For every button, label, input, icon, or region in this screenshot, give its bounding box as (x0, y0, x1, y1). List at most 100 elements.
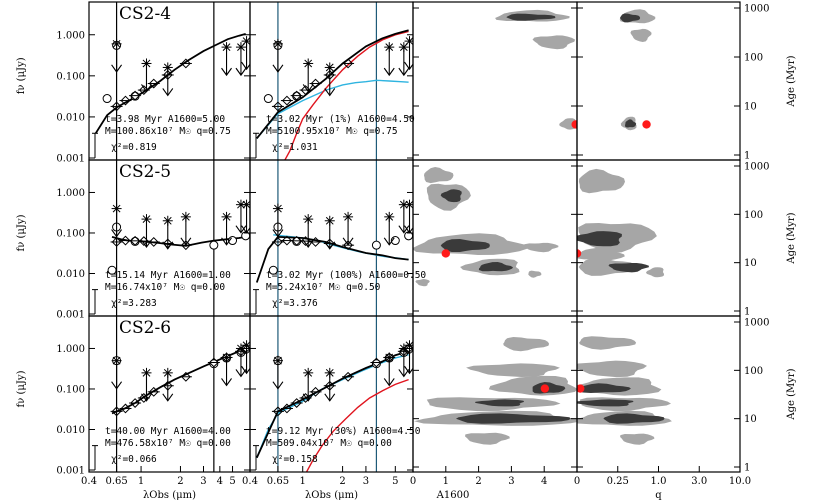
contour-inner-region (577, 231, 622, 247)
best-fit-point (642, 120, 651, 129)
wavelength-tick-label: 0.65 (267, 476, 289, 487)
flux-tick-label: 0.100 (56, 384, 85, 395)
fit-mass-text: M=16.74x10⁷ M☉ q=0.00 (105, 282, 225, 293)
q-tick-label: 0 (574, 476, 580, 487)
sed-panel-0-1 (253, 2, 413, 160)
upper-limit-arrow (324, 367, 336, 402)
detection-diamond (148, 386, 159, 397)
fit-mass-text: M=509.04x10⁷ M☉ q=0.00 (266, 438, 392, 449)
best-fit-point (577, 384, 585, 393)
detection-diamond (281, 235, 292, 246)
a1600-tick-label: 2 (475, 476, 481, 487)
age-tick-label: 100 (744, 366, 763, 377)
contour-inner-region (456, 413, 571, 424)
wavelength-tick-label: 0.4 (242, 476, 258, 487)
contour-outer-region (578, 168, 625, 194)
detection-diamond (111, 101, 122, 112)
flux-tick-label: 0.100 (56, 71, 85, 82)
flux-axis-label: fν (μJy) (16, 57, 27, 94)
detection-diamond (162, 380, 173, 391)
wavelength-tick-label: 2 (339, 476, 345, 487)
age-tick-label: 1000 (744, 162, 769, 173)
contour-outer-region (577, 247, 625, 261)
wavelength-axis-label: λObs (μm) (305, 490, 358, 501)
detection-diamond (130, 398, 141, 408)
detection-diamond (310, 237, 321, 247)
contour-outer-region (579, 336, 637, 350)
detection-diamond (130, 235, 141, 246)
age-tick-label: 10 (744, 414, 757, 425)
age-tick-label: 10 (744, 102, 757, 113)
contour-inner-region (577, 399, 634, 407)
upper-limit-arrow (398, 199, 410, 234)
upper-limit-arrow (111, 203, 123, 238)
detection-diamond (281, 403, 292, 414)
a1600-tick-label: 1 (443, 476, 449, 487)
detection-diamond (300, 85, 311, 96)
upper-limit-arrow (180, 211, 192, 246)
model-photometry-circle (102, 94, 112, 104)
upper-limit-arrow (141, 367, 152, 402)
upper-limit-arrow (324, 62, 336, 97)
detection-diamond (310, 78, 321, 89)
flux-tick-label: 0.010 (56, 425, 85, 436)
panel-frames (88, 1, 741, 473)
model-photometry-circle (371, 240, 381, 250)
detection-diamond (111, 406, 122, 417)
flux-axis-label: fν (μJy) (16, 370, 27, 407)
contour-inner-region (603, 413, 665, 424)
object-title: CS2-4 (119, 4, 171, 24)
best-fit-point (441, 249, 450, 258)
fit-chi-text: χ²=0.066 (111, 454, 157, 465)
contour-outer-region (465, 432, 510, 445)
sed-panel-2-1 (253, 316, 413, 472)
detection-diamond (120, 403, 131, 414)
tick-marks (88, 7, 741, 472)
upper-limit-arrow (383, 211, 395, 246)
fit-chi-text: χ²=3.283 (111, 298, 157, 309)
detection-diamond (148, 237, 159, 247)
contour-panel-1-3 (577, 168, 665, 278)
detection-diamond (343, 240, 354, 251)
upper-limit-arrow (324, 215, 336, 250)
detection-diamond (300, 236, 311, 247)
detection-diamond (148, 78, 159, 89)
contour-inner-region (608, 263, 649, 273)
flux-tick-label: 1.000 (56, 188, 85, 199)
object-title: CS2-5 (119, 162, 171, 182)
flux-tick-label: 0.001 (56, 466, 85, 477)
object-title: CS2-6 (119, 318, 171, 338)
contour-outer-region (578, 258, 636, 276)
wavelength-tick-label: 4 (217, 476, 223, 487)
contour-inner-region (475, 399, 525, 407)
upper-limit-arrow (398, 42, 410, 77)
fit-age-text: t=9.12 Myr (30%) A1600=4.50 (266, 426, 421, 437)
fit-chi-text: χ²=0.819 (111, 142, 157, 153)
upper-limit-arrow (221, 352, 232, 387)
fit-age-text: t=3.02 Myr (1%) A1600=4.50 (266, 114, 415, 125)
fit-age-text: t=40.00 Myr A1600=4.00 (105, 426, 231, 437)
model-photometry-circle (292, 91, 302, 101)
flux-tick-label: 0.010 (56, 269, 85, 280)
model-photometry-circle (107, 265, 117, 275)
contour-outer-region (620, 433, 655, 445)
sed-panel-0-0 (92, 2, 250, 160)
detection-diamond (291, 398, 302, 408)
wavelength-tick-label: 5 (392, 476, 398, 487)
wavelength-tick-label: 0.65 (105, 476, 127, 487)
contour-inner-region (625, 119, 637, 128)
fit-age-text: t=3.02 Myr (100%) A1600=0.50 (266, 270, 426, 281)
sed-panel-1-1 (253, 160, 413, 316)
contour-outer-region (466, 363, 560, 377)
upper-limit-arrow (383, 352, 395, 387)
detection-diamond (162, 70, 173, 80)
detection-diamond (180, 371, 191, 382)
age-tick-label: 1 (744, 307, 750, 318)
contour-panel-1-2 (413, 167, 559, 287)
detection-diamond (120, 95, 131, 106)
detection-diamond (398, 346, 409, 357)
detection-diamond (343, 371, 354, 382)
age-tick-label: 1 (744, 463, 750, 474)
age-tick-label: 1 (744, 151, 750, 162)
upper-limit-arrow (272, 203, 284, 238)
